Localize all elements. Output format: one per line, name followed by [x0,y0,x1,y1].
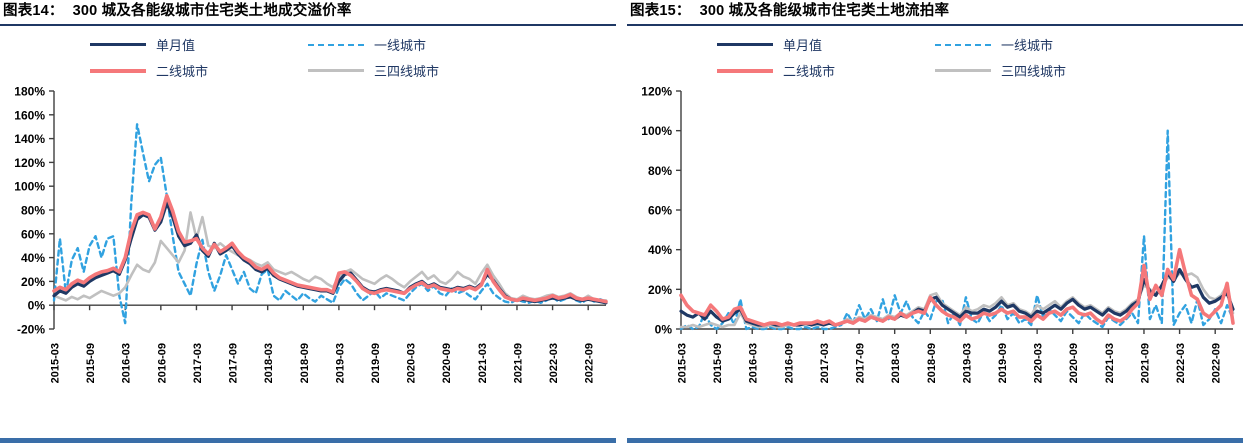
svg-text:2022-03: 2022-03 [1175,343,1187,383]
legend-label: 一线城市 [374,38,427,53]
figure-title: 300 城及各能级城市住宅类土地流拍率 [699,3,950,19]
svg-text:2016-09: 2016-09 [783,343,795,383]
svg-text:2018-09: 2018-09 [926,343,938,383]
svg-text:60%: 60% [21,227,45,241]
panel-header: 图表14： 300 城及各能级城市住宅类土地成交溢价率 [0,0,616,26]
legend-line-swatch-red [90,68,146,73]
svg-text:2016-03: 2016-03 [748,343,760,383]
legend-item-tier1-cities: 一线城市 [935,35,1153,54]
legend-item-tier2-cities: 二线城市 [717,61,935,80]
legend-label: 一线城市 [1001,38,1054,53]
legend-label: 单月值 [783,38,823,53]
svg-text:2018-03: 2018-03 [263,343,275,383]
footer-accent-bar [0,438,616,443]
svg-text:2015-03: 2015-03 [677,343,689,383]
legend-item-monthly-value: 单月值 [90,35,308,54]
svg-text:2016-03: 2016-03 [121,343,133,383]
legend-line-swatch-dashed-blue [308,43,364,46]
svg-text:80%: 80% [21,204,45,218]
svg-text:2020-03: 2020-03 [1033,343,1045,383]
svg-text:2019-09: 2019-09 [997,343,1009,383]
legend-line-swatch-gray [308,69,364,72]
svg-text:20%: 20% [21,275,45,289]
page-title: 图表15： 300 城及各能级城市住宅类土地流拍率 [630,3,1241,20]
legend-item-tier2-cities: 二线城市 [90,61,308,80]
svg-text:180%: 180% [14,85,45,99]
svg-text:160%: 160% [14,108,45,122]
svg-text:2015-09: 2015-09 [712,343,724,383]
figure-label: 图表14： [3,3,64,19]
svg-text:2020-03: 2020-03 [406,343,418,383]
panel-header: 图表15： 300 城及各能级城市住宅类土地流拍率 [627,0,1243,26]
svg-text:2017-03: 2017-03 [192,343,204,383]
legend-label: 二线城市 [156,64,209,79]
legend-line-swatch-gray [935,69,991,72]
svg-text:0%: 0% [655,323,673,337]
svg-text:2020-09: 2020-09 [1068,343,1080,383]
svg-text:2022-09: 2022-09 [584,343,596,383]
svg-text:2019-09: 2019-09 [370,343,382,383]
svg-text:40%: 40% [21,251,45,265]
svg-text:2016-09: 2016-09 [156,343,168,383]
legend-item-tier34-cities: 三四线城市 [308,61,526,80]
svg-text:100%: 100% [641,124,672,138]
svg-text:2019-03: 2019-03 [961,343,973,383]
svg-text:-20%: -20% [17,323,45,337]
svg-text:100%: 100% [14,180,45,194]
legend-line-swatch-red [717,68,773,73]
legend-label: 三四线城市 [1001,64,1067,79]
legend-line-swatch-dashed-blue [935,43,991,46]
panel-figure-15: 图表15： 300 城及各能级城市住宅类土地流拍率 单月值 一线城市 二线城市 三… [627,0,1243,443]
svg-text:2017-09: 2017-09 [855,343,867,383]
chart-legend: 单月值 一线城市 二线城市 三四线城市 [0,35,616,80]
legend-label: 单月值 [156,38,196,53]
svg-text:120%: 120% [14,156,45,170]
legend-item-monthly-value: 单月值 [717,35,935,54]
legend-label: 三四线城市 [374,64,440,79]
legend-label: 二线城市 [783,64,836,79]
svg-text:60%: 60% [648,204,672,218]
svg-text:2020-09: 2020-09 [441,343,453,383]
svg-text:2017-09: 2017-09 [228,343,240,383]
svg-text:2021-09: 2021-09 [1139,343,1151,383]
svg-text:80%: 80% [648,164,672,178]
legend-line-swatch-navy [90,43,146,46]
legend-item-tier34-cities: 三四线城市 [935,61,1153,80]
svg-text:0%: 0% [28,299,46,313]
svg-text:120%: 120% [641,85,672,99]
panel-figure-14: 图表14： 300 城及各能级城市住宅类土地成交溢价率 单月值 一线城市 二线城市… [0,0,616,443]
svg-text:140%: 140% [14,132,45,146]
footer-accent-bar [627,438,1243,443]
svg-text:2019-03: 2019-03 [334,343,346,383]
svg-text:2021-03: 2021-03 [1104,343,1116,383]
svg-text:2022-09: 2022-09 [1211,343,1223,383]
svg-text:2018-03: 2018-03 [890,343,902,383]
figure-title: 300 城及各能级城市住宅类土地成交溢价率 [72,3,352,19]
svg-text:2021-03: 2021-03 [477,343,489,383]
svg-text:2018-09: 2018-09 [299,343,311,383]
svg-text:2017-03: 2017-03 [819,343,831,383]
legend-line-swatch-navy [717,43,773,46]
svg-text:40%: 40% [648,243,672,257]
svg-text:20%: 20% [648,283,672,297]
svg-text:2015-09: 2015-09 [85,343,97,383]
page-title: 图表14： 300 城及各能级城市住宅类土地成交溢价率 [3,3,614,20]
legend-item-tier1-cities: 一线城市 [308,35,526,54]
chart-legend: 单月值 一线城市 二线城市 三四线城市 [627,35,1243,80]
svg-text:2021-09: 2021-09 [512,343,524,383]
line-chart-land-auction-failure-rate: 0% 20% 40% 60% 80% 100% 120% 2015-03 2015-09 2016… [641,85,1235,383]
svg-text:2022-03: 2022-03 [548,343,560,383]
svg-text:2015-03: 2015-03 [50,343,62,383]
line-chart-land-premium-rate: -20% 0% 20% 40% 60% 80% 100% 120% 140% 160% 180% 20… [14,85,608,383]
figure-label: 图表15： [630,3,691,19]
